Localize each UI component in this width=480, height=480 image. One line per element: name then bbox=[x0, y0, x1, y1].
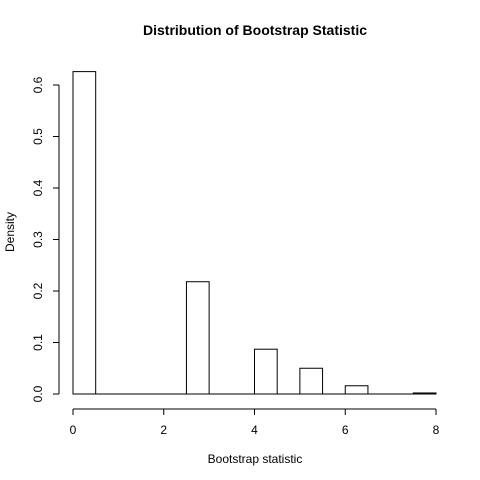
x-tick-label: 4 bbox=[251, 423, 258, 437]
x-tick-label: 6 bbox=[342, 423, 349, 437]
y-tick-label: 0.2 bbox=[31, 282, 45, 299]
x-tick-label: 2 bbox=[160, 423, 167, 437]
x-tick-label: 0 bbox=[70, 423, 77, 437]
y-tick-label: 0.6 bbox=[31, 76, 45, 93]
y-tick-label: 0.3 bbox=[31, 231, 45, 248]
y-tick-label: 0.4 bbox=[31, 179, 45, 196]
y-axis-label: Density bbox=[3, 212, 17, 252]
y-tick-label: 0.0 bbox=[31, 385, 45, 402]
bars-layer bbox=[72, 71, 437, 395]
y-tick-label: 0.1 bbox=[31, 334, 45, 351]
histogram-bar bbox=[299, 367, 324, 395]
x-axis-label: Bootstrap statistic bbox=[208, 452, 303, 466]
x-tick-label: 8 bbox=[433, 423, 440, 437]
histogram-bar bbox=[185, 281, 210, 395]
x-axis: 0 2 4 6 8 bbox=[70, 408, 440, 437]
histogram-bar bbox=[344, 385, 369, 395]
y-tick-label: 0.5 bbox=[31, 128, 45, 145]
chart-title: Distribution of Bootstrap Statistic bbox=[143, 22, 367, 38]
histogram-bar bbox=[412, 392, 437, 395]
y-axis: 0.0 0.1 0.2 0.3 0.4 0.5 0.6 bbox=[31, 76, 60, 402]
histogram-bar bbox=[254, 348, 278, 395]
histogram-bar bbox=[72, 71, 97, 395]
